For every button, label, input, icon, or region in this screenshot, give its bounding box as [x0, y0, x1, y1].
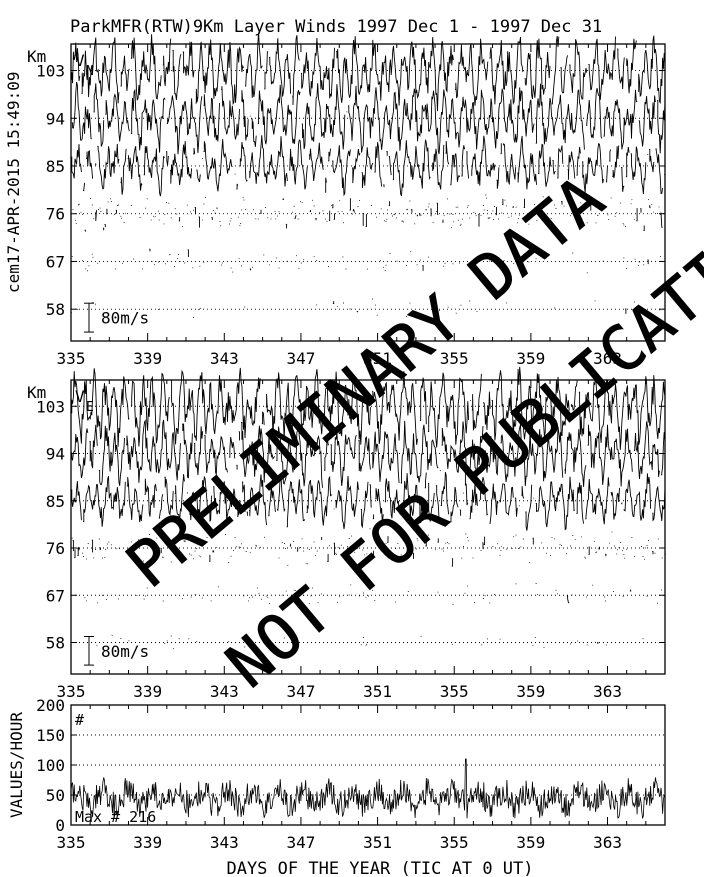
y-tick-label: 94: [46, 445, 65, 464]
series-line-103km: [71, 32, 666, 112]
y-tick-label: 150: [36, 726, 65, 745]
series-line-58km: [96, 635, 644, 650]
series-line-58km: [71, 298, 661, 318]
plot-frame: [70, 379, 666, 675]
series-line-67km: [84, 583, 662, 605]
y-tick-label: 103: [36, 397, 65, 416]
y-tick-label: 85: [46, 157, 65, 176]
series-line-103km: [71, 366, 666, 450]
panel-ve: 335 339 343 347 351 355 359 363 Km VE 58 67 76 85 94 10…: [27, 366, 666, 701]
panel-vn: 335 339 343 347 351 355 359 363 Km VN 58 67 76 85 94 10…: [27, 32, 666, 368]
x-tick-label: 355: [440, 349, 469, 368]
y-tick-label: 76: [46, 539, 65, 558]
y-tick-label: 100: [36, 756, 65, 775]
series-line-76km: [72, 194, 663, 232]
x-tick-label: 359: [516, 833, 545, 852]
y-tick-label: 67: [46, 586, 65, 605]
y-tick-label: 58: [46, 634, 65, 653]
x-tick-label: 355: [440, 833, 469, 852]
panel-label: V: [75, 387, 85, 406]
max-label: Max # 216: [75, 808, 156, 826]
y-tick-label: 85: [46, 492, 65, 511]
panel-label-sub: E: [86, 400, 94, 415]
series-line-67km: [71, 248, 661, 274]
panel-counts: 335 339 343 347 351 355 359 363 0 50 100 150 200 VALU…: [7, 696, 666, 852]
x-tick-label: 359: [516, 349, 545, 368]
y-tick-label: 67: [46, 252, 65, 271]
x-tick-label: 351: [363, 833, 392, 852]
series-line-94km: [71, 419, 666, 488]
x-tick-label: 347: [286, 349, 315, 368]
x-tick-label: 351: [363, 682, 392, 701]
x-tick-label: 343: [210, 833, 239, 852]
y-axis-label: VALUES/HOUR: [7, 712, 26, 818]
panel-label: #: [75, 711, 84, 729]
chart-title: ParkMFR(RTW)9Km Layer Winds 1997 Dec 1 -…: [70, 17, 602, 37]
x-tick-label: 343: [210, 349, 239, 368]
x-tick-label: 363: [593, 833, 622, 852]
series-line-counts: [70, 758, 666, 819]
series-line-94km: [71, 81, 666, 155]
x-tick-label: 335: [57, 349, 86, 368]
x-tick-label: 359: [516, 682, 545, 701]
x-tick-label: 335: [57, 833, 86, 852]
y-tick-label: 94: [46, 109, 65, 128]
y-tick-label: 103: [36, 62, 65, 81]
y-tick-label: 58: [46, 300, 65, 319]
y-axis-label: Km: [27, 47, 46, 66]
x-tick-label: 339: [133, 682, 162, 701]
series-line-76km: [71, 528, 666, 567]
x-tick-label: 339: [133, 349, 162, 368]
y-tick-label: 76: [46, 205, 65, 224]
scale-bar-label: 80m/s: [101, 309, 149, 328]
scale-bar-label: 80m/s: [101, 642, 149, 661]
x-axis-label: DAYS OF THE YEAR (TIC AT 0 UT): [226, 859, 533, 877]
side-stamp: cem17-APR-2015 15:49:09: [4, 71, 23, 293]
x-tick-label: 347: [286, 833, 315, 852]
x-tick-label: 351: [363, 349, 392, 368]
x-tick-label: 347: [286, 682, 315, 701]
x-tick-label: 339: [133, 833, 162, 852]
series-line-85km: [71, 471, 666, 531]
y-tick-label: 200: [36, 696, 65, 715]
x-tick-label: 335: [57, 682, 86, 701]
y-tick-label: 50: [46, 786, 65, 805]
x-tick-label: 355: [440, 682, 469, 701]
plot-frame: [70, 43, 666, 342]
series-line-85km: [71, 135, 666, 197]
x-tick-label: 363: [593, 349, 622, 368]
x-tick-label: 363: [593, 682, 622, 701]
x-tick-label: 343: [210, 682, 239, 701]
panel-label-sub: N: [86, 64, 94, 79]
y-axis-label: Km: [27, 383, 46, 402]
panel-label: V: [75, 51, 85, 70]
y-tick-label: 0: [55, 816, 65, 835]
